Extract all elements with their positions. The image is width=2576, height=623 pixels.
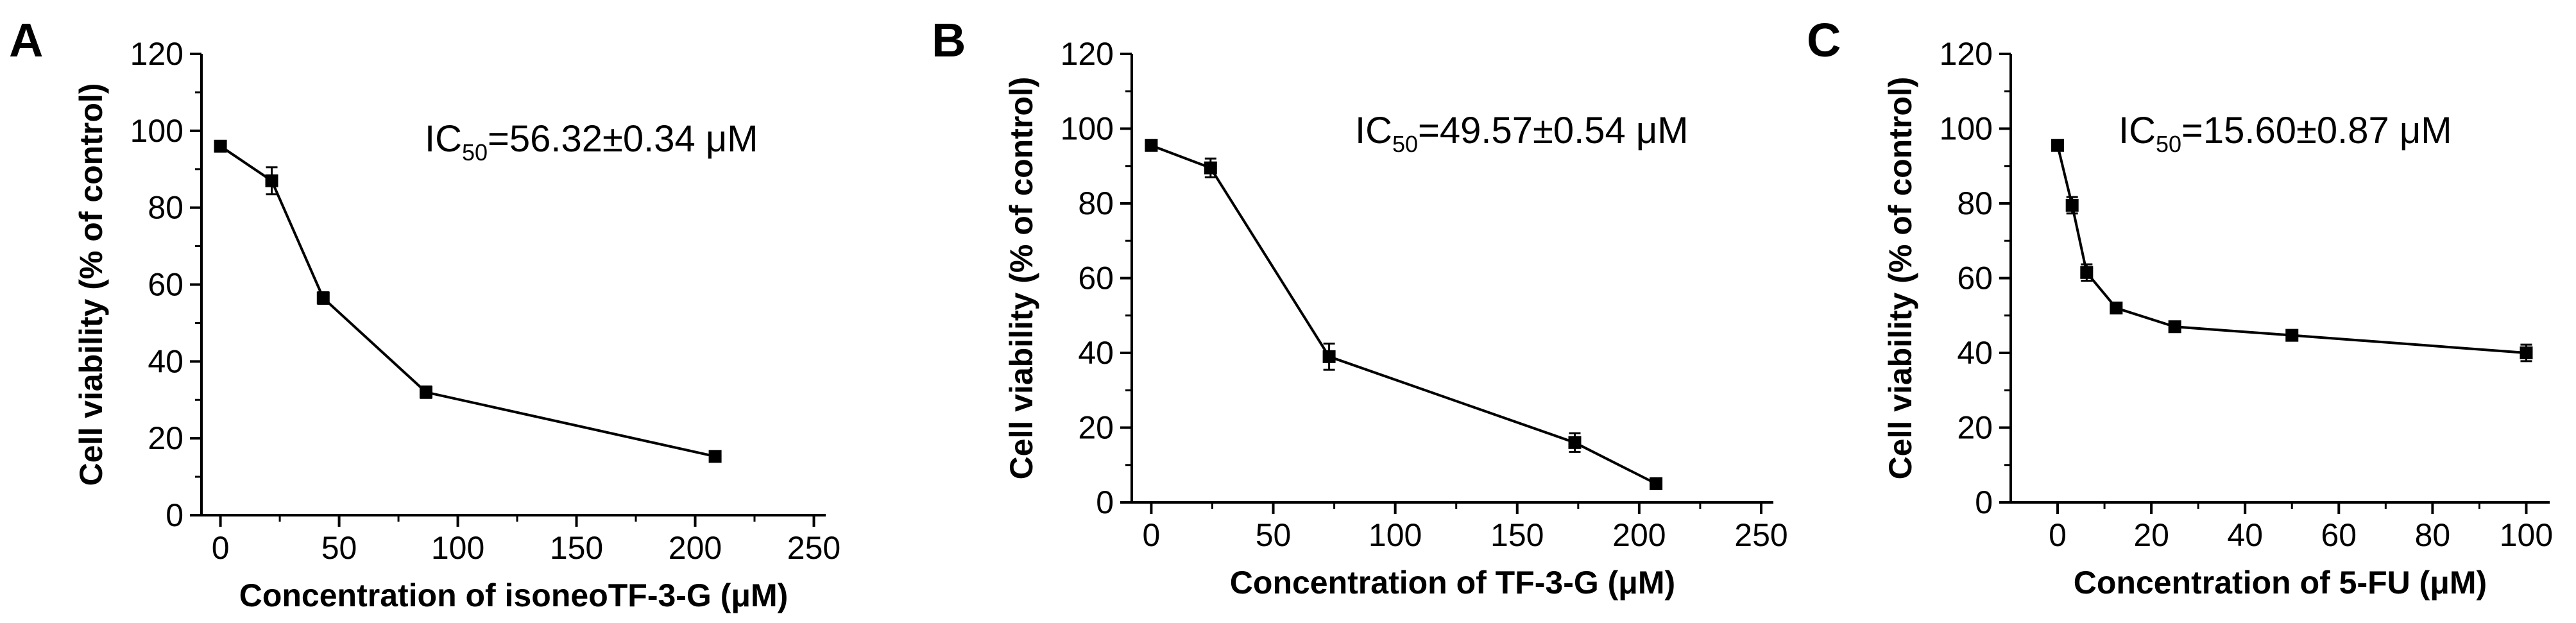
data-point <box>1145 139 1158 152</box>
data-point <box>2285 329 2299 342</box>
x-axis-title: Concentration of 5-FU (μM) <box>2074 565 2487 601</box>
y-tick-label: 80 <box>1078 185 1114 221</box>
y-tick-label: 20 <box>148 420 183 456</box>
x-tick-label: 200 <box>1612 517 1666 553</box>
y-tick-label: 80 <box>1957 185 1993 221</box>
y-tick-label: 100 <box>1940 111 1993 147</box>
data-point <box>2051 139 2065 152</box>
y-axis-title: Cell viability (% of control) <box>73 83 109 486</box>
ic50-annotation: IC50=15.60±0.87 μM <box>2119 110 2452 157</box>
x-axis-title: Concentration of TF-3-G (μM) <box>1230 565 1675 601</box>
x-tick-label: 0 <box>1143 517 1161 553</box>
panel-label: B <box>932 13 966 67</box>
x-tick-label: 100 <box>1369 517 1422 553</box>
data-point <box>708 450 722 463</box>
data-point <box>2168 320 2181 334</box>
x-tick-label: 60 <box>2321 517 2357 553</box>
data-point <box>2080 266 2094 279</box>
y-tick-label: 40 <box>148 343 183 379</box>
y-tick-label: 100 <box>1061 111 1114 147</box>
data-point <box>1650 477 1663 490</box>
data-point <box>2520 346 2533 359</box>
x-tick-label: 100 <box>431 530 484 566</box>
y-tick-label: 0 <box>1975 484 1993 520</box>
ic50-annotation: IC50=56.32±0.34 μM <box>425 118 758 166</box>
x-tick-label: 250 <box>1734 517 1787 553</box>
x-tick-label: 150 <box>1490 517 1544 553</box>
data-point <box>1568 436 1582 449</box>
y-tick-label: 60 <box>1957 260 1993 296</box>
x-tick-label: 250 <box>787 530 840 566</box>
y-tick-label: 0 <box>1096 484 1114 520</box>
panel-label: C <box>1807 13 1841 67</box>
x-tick-label: 80 <box>2415 517 2451 553</box>
x-tick-label: 150 <box>550 530 603 566</box>
x-tick-label: 0 <box>212 530 230 566</box>
data-point <box>419 386 432 399</box>
data-point <box>2110 302 2123 315</box>
x-tick-label: 0 <box>2049 517 2067 553</box>
y-tick-label: 40 <box>1957 335 1993 371</box>
chart-panel-a: A 0 20 40 60 80 100 120 0 50 100 150 200 250 Concentra… <box>9 13 840 613</box>
y-tick-label: 20 <box>1957 410 1993 446</box>
panel-label: A <box>9 13 43 67</box>
series-line <box>2056 145 2527 354</box>
y-tick-label: 120 <box>1940 36 1993 72</box>
chart-panel-b: B 0 20 40 60 80 100 120 0 50 100 150 200 250 Concentra… <box>932 13 1788 601</box>
y-tick-label: 20 <box>1078 410 1114 446</box>
data-point <box>1204 161 1217 175</box>
y-tick-label: 60 <box>1078 260 1114 296</box>
data-point <box>316 291 330 305</box>
chart-panel-c: C 0 20 40 60 80 100 120 0 20 40 60 80 100 Concentratio… <box>1807 13 2553 601</box>
ic50-annotation: IC50=49.57±0.54 μM <box>1355 110 1689 157</box>
x-axis-title: Concentration of isoneoTF-3-G (μM) <box>239 577 789 613</box>
x-tick-label: 20 <box>2133 517 2169 553</box>
data-point <box>265 174 278 187</box>
y-tick-label: 40 <box>1078 335 1114 371</box>
x-tick-label: 100 <box>2500 517 2553 553</box>
series-line <box>219 145 716 458</box>
x-tick-label: 50 <box>1256 517 1292 553</box>
data-point <box>2065 198 2079 212</box>
y-tick-label: 60 <box>148 267 183 303</box>
x-tick-label: 40 <box>2227 517 2263 553</box>
x-tick-label: 200 <box>669 530 722 566</box>
y-tick-label: 120 <box>130 36 183 72</box>
y-tick-label: 80 <box>148 190 183 226</box>
data-point <box>214 139 227 153</box>
y-tick-label: 0 <box>166 497 183 533</box>
y-axis-title: Cell viability (% of control) <box>1003 77 1039 480</box>
data-point <box>1322 350 1336 363</box>
y-tick-label: 100 <box>130 113 183 149</box>
x-tick-label: 50 <box>321 530 357 566</box>
y-tick-label: 120 <box>1061 36 1114 72</box>
y-axis-title: Cell viability (% of control) <box>1882 77 1918 480</box>
